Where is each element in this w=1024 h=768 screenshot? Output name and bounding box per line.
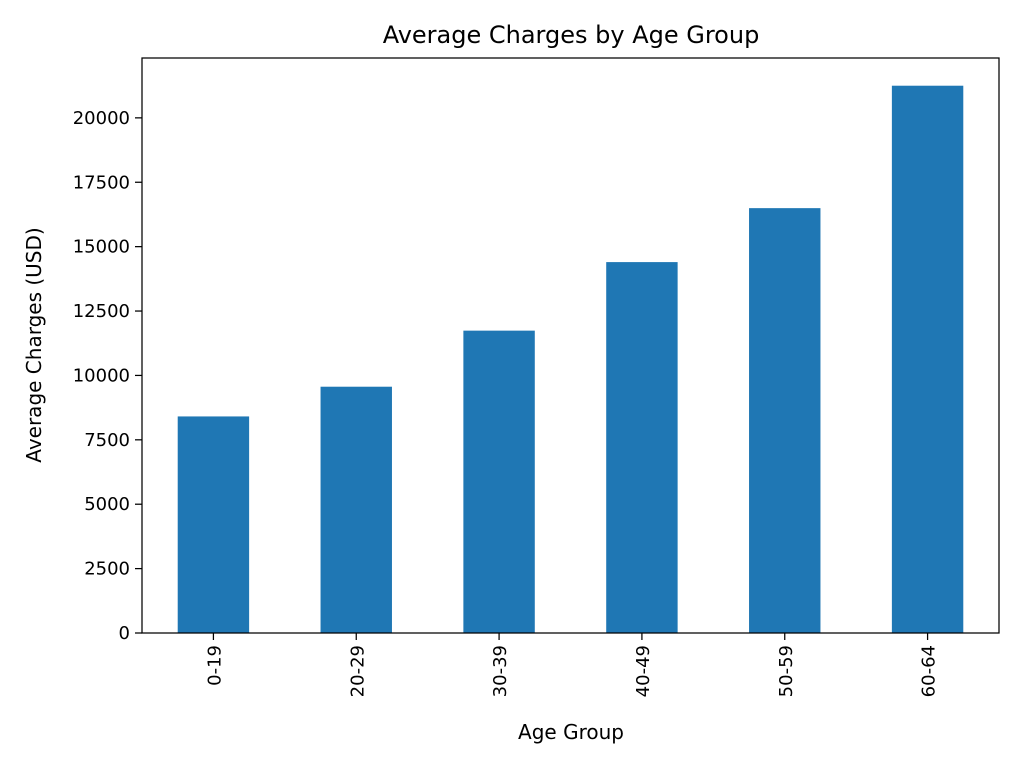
y-tick-label-6: 15000: [73, 237, 130, 258]
x-tick-label-20-29: 20-29: [347, 645, 368, 697]
bar-40-49: [606, 262, 678, 633]
plot-area: 0 2500 5000 7500 10000 12500 15000 17500 20000 0-…: [73, 57, 1000, 697]
plot-frame: [141, 57, 1000, 634]
y-tick-label-3: 7500: [84, 430, 130, 451]
y-tick-label-0: 0: [119, 623, 130, 644]
bar-30-39: [463, 330, 535, 633]
x-tick-label-50-59: 50-59: [776, 645, 797, 697]
bar-50-59: [749, 208, 821, 633]
y-tick-label-5: 12500: [73, 301, 130, 322]
bar-20-29: [320, 386, 392, 633]
y-axis-label: Average Charges (USD): [22, 227, 46, 462]
y-tick-label-8: 20000: [73, 108, 130, 129]
x-tick-label-0-19: 0-19: [204, 645, 225, 686]
y-tick-label-4: 10000: [73, 365, 130, 386]
x-tick-label-30-39: 30-39: [490, 645, 511, 697]
x-tick-label-60-64: 60-64: [919, 645, 940, 697]
bar-60-64: [891, 85, 964, 633]
x-axis-label: Age Group: [518, 720, 624, 744]
y-tick-label-2: 5000: [84, 494, 130, 515]
x-tick-label-40-49: 40-49: [633, 645, 654, 697]
bar-0-19: [177, 416, 250, 633]
chart-title: Average Charges by Age Group: [383, 21, 760, 49]
y-tick-label-1: 2500: [84, 559, 130, 580]
y-tick-label-7: 17500: [73, 172, 130, 193]
